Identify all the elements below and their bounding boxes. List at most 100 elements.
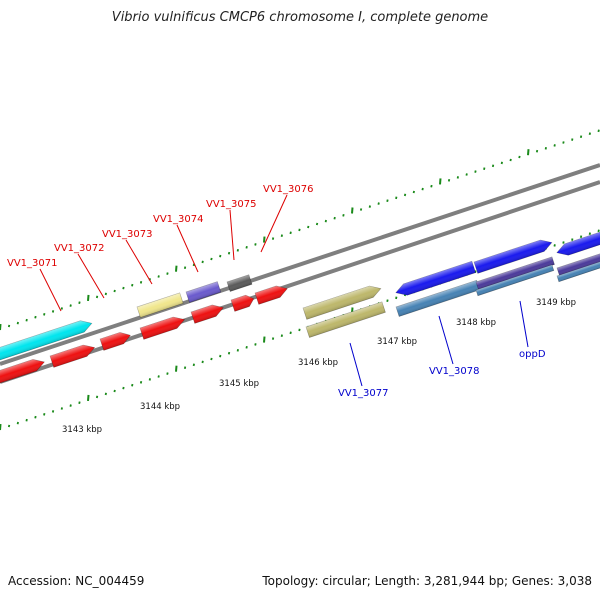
lower-scale-minor-tick <box>166 372 169 375</box>
lower-scale-minor-tick <box>104 392 107 396</box>
tick-label-3143-kbp: 3143 kbp <box>62 425 102 435</box>
lower-scale-major-tick <box>175 365 178 372</box>
upper-scale-minor-tick <box>474 170 477 173</box>
gene-feature-oppd-16[interactable] <box>475 256 555 290</box>
gene-feature-oppd-13[interactable] <box>394 260 476 298</box>
upper-scale-minor-tick <box>421 187 424 191</box>
upper-scale-minor-tick <box>34 315 37 319</box>
lower-scale-minor-tick <box>148 378 151 381</box>
upper-scale-minor-tick <box>447 179 451 182</box>
upper-scale-minor-tick <box>245 246 248 249</box>
lower-scale-minor-tick <box>280 334 283 337</box>
upper-scale-minor-tick <box>51 310 55 313</box>
upper-scale-minor-tick <box>131 283 134 287</box>
gene-feature-vv1-3073-4[interactable] <box>136 292 184 318</box>
leader-line-vv1-3075 <box>229 209 235 261</box>
gene-label-vv1-3077[interactable]: VV1_3077 <box>338 388 389 399</box>
upper-scale-minor-tick <box>78 301 81 304</box>
leader-line-vv1-3078 <box>438 315 454 365</box>
gene-feature-vv1-3077-11[interactable] <box>302 283 383 320</box>
gene-label-vv1-3075[interactable]: VV1_3075 <box>206 199 257 210</box>
upper-scale-minor-tick <box>298 228 301 232</box>
gene-feature-vv1-3078-20[interactable] <box>556 259 600 283</box>
gene-feature-oppd-15[interactable] <box>473 237 554 274</box>
gene-features <box>0 227 600 384</box>
upper-scale-minor-tick <box>571 138 574 141</box>
upper-scale-minor-tick <box>307 225 310 229</box>
gene-label-vv1-3073[interactable]: VV1_3073 <box>102 229 153 240</box>
gene-labels: VV1_3071 VV1_3072 VV1_3073VV1_3074VV1_3075… <box>7 184 546 399</box>
upper-scale-minor-tick <box>271 237 275 240</box>
leader-line-vv1-3074 <box>176 224 199 273</box>
upper-scale-minor-tick <box>544 147 547 150</box>
gene-label-vv1-3074[interactable]: VV1_3074 <box>153 214 204 225</box>
upper-scale-minor-tick <box>95 295 99 299</box>
lower-scale-minor-tick <box>192 363 195 367</box>
upper-scale-minor-tick <box>412 190 415 194</box>
upper-scale-minor-tick <box>104 292 107 296</box>
gene-feature-vv1-3077-12[interactable] <box>305 301 386 338</box>
lower-scale-minor-tick <box>7 424 11 428</box>
upper-scale-minor-tick <box>201 260 204 264</box>
gene-feature-vv1-3072-7[interactable] <box>190 302 225 324</box>
upper-scale-minor-tick <box>368 205 371 208</box>
upper-scale-minor-tick <box>403 193 407 197</box>
gene-feature-vv1-3076-10[interactable] <box>254 283 289 305</box>
upper-scale-minor-tick <box>157 275 160 278</box>
lower-scale-minor-tick <box>131 383 134 387</box>
upper-scale-minor-tick <box>139 281 143 284</box>
gene-feature-vv1-3071-0[interactable] <box>0 318 94 361</box>
lower-scale-minor-tick <box>60 407 63 410</box>
gene-feature-vv1-3078-17[interactable] <box>475 264 555 297</box>
gene-label-vv1-3076[interactable]: VV1_3076 <box>263 184 314 195</box>
upper-scale-minor-tick <box>69 304 72 307</box>
label-leaders <box>39 194 529 387</box>
gene-feature-vv1-3074-6[interactable] <box>185 281 222 303</box>
leader-line-vv1-3073 <box>125 239 153 285</box>
lower-scale-minor-tick <box>289 331 292 335</box>
lower-scale-minor-tick <box>579 235 583 238</box>
upper-scale-minor-tick <box>210 257 213 261</box>
lower-scale-minor-tick <box>139 381 143 384</box>
upper-scale-minor-tick <box>359 208 363 211</box>
gene-feature-vv1-3072-3[interactable] <box>99 330 132 351</box>
gene-feature-vv1-3072-5[interactable] <box>139 314 186 340</box>
lower-scale-minor-tick <box>395 296 398 300</box>
gene-label-vv1-3078[interactable]: VV1_3078 <box>429 366 480 377</box>
lower-scale-minor-tick <box>78 401 81 404</box>
upper-scale-minor-tick <box>280 234 283 237</box>
genome-summary: Topology: circular; Length: 3,281,944 bp… <box>262 574 592 588</box>
upper-scale-minor-tick <box>254 243 257 246</box>
tick-label-3147-kbp: 3147 kbp <box>377 337 417 347</box>
upper-scale-major-tick <box>87 294 90 301</box>
upper-scale-minor-tick <box>342 214 345 217</box>
scale-tick-labels: 3143 kbp 3144 kbp 3145 kbp 3146 kbp 3147 kbp… <box>62 298 576 435</box>
gene-feature-vv1-3072-2[interactable] <box>49 342 96 368</box>
lower-scale-minor-tick <box>95 395 99 399</box>
gene-feature-oppd-19[interactable] <box>556 251 600 276</box>
gene-feature-oppd-18[interactable] <box>555 227 600 258</box>
gene-label-oppd[interactable]: oppD <box>519 349 546 360</box>
upper-scale-minor-tick <box>43 313 46 316</box>
lower-scale-minor-tick <box>386 299 389 302</box>
upper-scale-minor-tick <box>25 318 28 322</box>
upper-scale-minor-tick <box>227 251 231 255</box>
gene-label-vv1-3072[interactable]: VV1_3072 <box>54 243 105 254</box>
gene-feature-vv1-3072-9[interactable] <box>230 293 256 312</box>
tick-label-3148-kbp: 3148 kbp <box>456 318 496 328</box>
lower-scale-minor-tick <box>271 337 275 340</box>
upper-scale-minor-tick <box>166 272 169 275</box>
upper-scale-minor-tick <box>456 176 459 179</box>
upper-scale-major-tick <box>263 236 266 243</box>
gene-label-vv1-3071[interactable]: VV1_3071 <box>7 258 58 269</box>
upper-scale-minor-tick <box>377 202 380 205</box>
gene-feature-vv1-3072-1[interactable] <box>0 356 46 384</box>
gene-feature-vv1-3075-8[interactable] <box>226 274 253 292</box>
upper-scale-minor-tick <box>430 184 433 188</box>
lower-scale-minor-tick <box>34 415 37 419</box>
lower-scale-minor-tick <box>571 238 574 241</box>
upper-scale-minor-tick <box>183 266 187 269</box>
lower-scale-minor-tick <box>245 346 248 349</box>
tick-label-3145-kbp: 3145 kbp <box>219 379 259 389</box>
